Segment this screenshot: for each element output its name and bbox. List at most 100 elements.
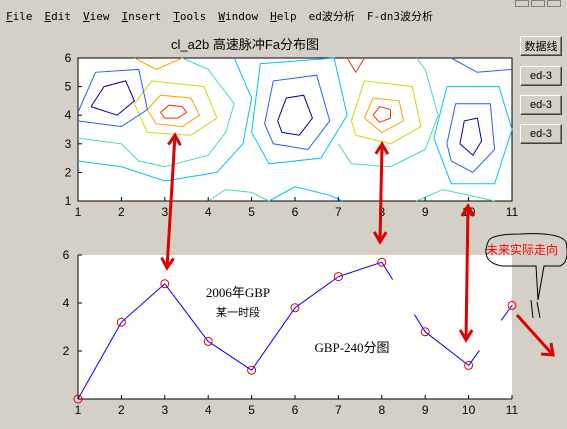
contour-peak-left-mid — [146, 94, 201, 128]
contour-xtick-label: 6 — [292, 205, 299, 219]
arrow-peak-8 — [372, 141, 390, 245]
line-xtick-label: 7 — [335, 403, 342, 417]
line-ytick-label: 6 — [63, 248, 70, 262]
annotation-2006-gbp: 2006年GBP — [206, 285, 270, 300]
arrow-peak-3 — [160, 132, 182, 271]
line-series-segment — [294, 276, 339, 309]
close-icon[interactable] — [547, 0, 561, 7]
menu-bar: File Edit View Insert Tools Window Help … — [0, 8, 567, 26]
line-ytick-label: 4 — [63, 296, 70, 310]
future-trend-arrow — [515, 313, 555, 357]
contour-low-left-inner — [90, 80, 136, 116]
line-xtick-label: 8 — [378, 403, 385, 417]
contour-low-mid-inner — [277, 94, 313, 136]
contour-plot-area — [77, 57, 513, 202]
window-titlebar — [0, 0, 567, 8]
minimize-icon[interactable] — [515, 0, 529, 7]
menu-window[interactable]: Window — [218, 10, 259, 23]
contour-ytick-label: 6 — [65, 51, 72, 65]
arrow-trough-10 — [458, 203, 476, 343]
menu-file[interactable]: File — [6, 10, 33, 23]
contour-peak-right-top — [346, 57, 365, 74]
menu-view[interactable]: View — [83, 10, 110, 23]
ed3-button-3[interactable]: ed-3 — [520, 124, 562, 144]
contour-xtick-label: 11 — [506, 205, 519, 219]
contour-ytick-label: 3 — [65, 137, 72, 151]
contour-band-left-1 — [77, 57, 235, 168]
line-series-point — [116, 317, 126, 327]
contour-bottom-mid — [268, 186, 343, 202]
contour-peak-right-outer — [350, 80, 422, 145]
line-series-point — [420, 327, 430, 337]
line-xtick-label: 11 — [506, 403, 519, 417]
ed3-button-2[interactable]: ed-3 — [520, 95, 562, 115]
annotation-future-trend: 未来实际走向 — [486, 242, 558, 257]
line-series-point — [507, 300, 517, 310]
contour-peak-right-inner — [372, 106, 391, 123]
contour-lines — [77, 57, 513, 202]
contour-xtick-label: 7 — [335, 205, 342, 219]
contour-plot-title: cl_a2b 高速脉冲Fa分布图 — [171, 37, 319, 52]
line-series-segment — [251, 307, 296, 371]
line-series-segment — [468, 350, 480, 366]
line-series-segment — [381, 261, 394, 280]
contour-top-left — [134, 57, 183, 70]
line-series-segment — [500, 305, 513, 321]
line-series-segment — [207, 340, 252, 371]
ed3-button-1[interactable]: ed-3 — [520, 66, 562, 86]
contour-peak-right-mid — [363, 97, 405, 133]
contour-xtick-label: 4 — [205, 205, 212, 219]
menu-edit[interactable]: Edit — [44, 10, 72, 23]
contour-low-mid-outer — [264, 74, 331, 151]
line-series-segment — [338, 261, 382, 278]
contour-bottom-band — [416, 189, 495, 202]
line-xtick-label: 6 — [292, 403, 299, 417]
contour-bottom-band-mid — [207, 189, 270, 202]
line-series-point — [247, 365, 257, 375]
contour-xtick-label: 3 — [161, 205, 168, 219]
line-xtick-label: 9 — [422, 403, 429, 417]
contour-low-left-outer — [77, 68, 148, 128]
maximize-icon[interactable] — [531, 0, 545, 7]
line-series-segment — [121, 283, 166, 323]
line-series-point — [160, 279, 170, 289]
line-series-segment — [413, 314, 426, 333]
menu-f-dn3-wave-analysis[interactable]: F-dn3波分析 — [366, 10, 433, 23]
contour-xtick-label: 1 — [75, 205, 82, 219]
line-series-point — [203, 336, 213, 346]
contour-band-left-2 — [77, 57, 253, 182]
line-series-point — [290, 303, 300, 313]
line-xtick-label: 2 — [118, 403, 125, 417]
line-series-point — [377, 257, 387, 267]
line-series-segment — [164, 283, 209, 342]
data-line-button[interactable]: 数据线 — [520, 36, 562, 56]
contour-low-right-mid — [446, 103, 496, 174]
contour-band-right-1 — [337, 57, 439, 168]
line-xtick-label: 4 — [205, 403, 212, 417]
contour-low-right-top — [450, 57, 513, 73]
menu-insert[interactable]: Insert — [121, 10, 162, 23]
contour-xtick-label: 5 — [248, 205, 255, 219]
contour-ytick-label: 5 — [65, 80, 72, 94]
line-xtick-label: 1 — [75, 403, 82, 417]
menu-help[interactable]: Help — [270, 10, 297, 23]
contour-ytick-label: 4 — [65, 108, 72, 122]
contour-peak-left-inner — [160, 104, 188, 119]
annotation-time-period: 某一时段 — [216, 305, 260, 319]
contour-xtick-label: 2 — [118, 205, 125, 219]
line-series-segment — [424, 331, 469, 366]
contour-peak-left-outer — [133, 80, 218, 136]
contour-low-right-inner — [459, 117, 483, 156]
contour-low-mid-outer-2 — [251, 57, 348, 165]
menu-tools[interactable]: Tools — [173, 10, 207, 23]
line-series-point — [464, 360, 474, 370]
contour-ytick-label: 2 — [65, 165, 72, 179]
line-series-segment — [77, 321, 122, 400]
contour-xtick-label: 9 — [422, 205, 429, 219]
callout-pointer — [530, 299, 541, 319]
menu-ed-wave-analysis[interactable]: ed波分析 — [308, 10, 355, 23]
line-xtick-label: 3 — [161, 403, 168, 417]
line-xtick-label: 5 — [248, 403, 255, 417]
